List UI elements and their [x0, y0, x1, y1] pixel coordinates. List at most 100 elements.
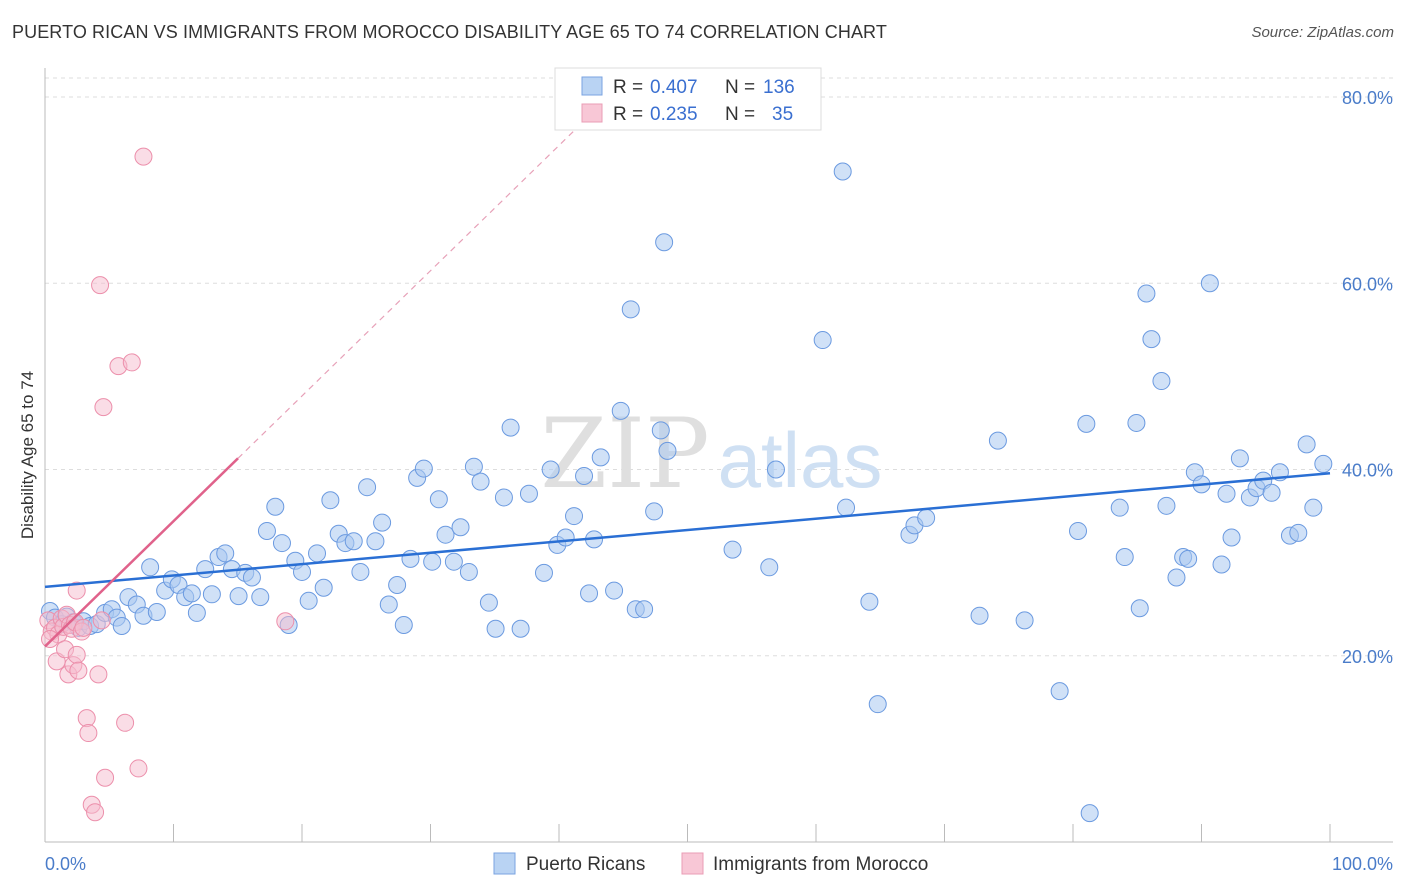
y-axis-label: Disability Age 65 to 74	[18, 371, 37, 539]
puerto-rican-point	[591, 448, 610, 467]
morocco-point	[94, 398, 113, 417]
watermark-atlas: atlas	[718, 416, 883, 504]
puerto-rican-point	[366, 532, 385, 551]
puerto-rican-point	[494, 488, 513, 507]
puerto-rican-point	[760, 558, 779, 577]
watermark: ZIP atlas	[540, 398, 882, 510]
puerto-rican-point	[414, 459, 433, 478]
puerto-rican-point	[344, 532, 363, 551]
puerto-rican-point	[860, 592, 879, 611]
puerto-rican-point	[379, 595, 398, 614]
legend-n-value-2: 35	[772, 104, 793, 125]
puerto-rican-point	[229, 587, 248, 606]
bottom-legend-label-puerto-ricans: Puerto Ricans	[526, 854, 645, 875]
puerto-rican-point	[147, 602, 166, 621]
puerto-rican-point	[541, 460, 560, 479]
bottom-legend-swatch-pink	[681, 852, 704, 875]
puerto-rican-point	[479, 593, 498, 612]
legend-r-value-2: 0.235	[650, 104, 698, 125]
puerto-rican-point	[1015, 611, 1034, 630]
puerto-rican-point	[429, 490, 448, 509]
morocco-points	[39, 147, 295, 822]
puerto-rican-point	[1230, 449, 1249, 468]
puerto-rican-point	[837, 498, 856, 517]
puerto-rican-point	[1212, 555, 1231, 574]
puerto-rican-point	[299, 591, 318, 610]
puerto-rican-point	[766, 460, 785, 479]
legend: R = 0.407 N = 136 R = 0.235 N = 35	[554, 67, 822, 131]
morocco-point	[134, 147, 153, 166]
puerto-rican-point	[813, 331, 832, 350]
puerto-rican-point	[534, 563, 553, 582]
puerto-rican-point	[486, 619, 505, 638]
puerto-rican-point	[358, 478, 377, 497]
puerto-rican-point	[1289, 523, 1308, 542]
puerto-rican-point	[1297, 435, 1316, 454]
puerto-rican-point	[1077, 414, 1096, 433]
morocco-point	[276, 612, 295, 631]
puerto-rican-point	[580, 584, 599, 603]
puerto-rican-trend-line	[44, 471, 1331, 589]
puerto-rican-point	[1262, 483, 1281, 502]
puerto-rican-point	[1152, 372, 1171, 391]
puerto-rican-point	[257, 521, 276, 540]
puerto-rican-point	[658, 441, 677, 460]
puerto-rican-point	[321, 491, 340, 510]
puerto-rican-point	[723, 540, 742, 559]
puerto-rican-point	[196, 560, 215, 579]
puerto-rican-point	[423, 552, 442, 571]
puerto-rican-point	[1137, 284, 1156, 303]
puerto-rican-point	[1304, 498, 1323, 517]
puerto-rican-point	[575, 467, 594, 486]
morocco-point	[96, 768, 115, 787]
puerto-rican-point	[970, 606, 989, 625]
chart-title: PUERTO RICAN VS IMMIGRANTS FROM MOROCCO …	[12, 22, 887, 42]
puerto-rican-point	[464, 457, 483, 476]
puerto-rican-point	[635, 600, 654, 619]
bottom-legend: Puerto Ricans Immigrants from Morocco	[493, 852, 928, 875]
puerto-rican-point	[112, 616, 131, 635]
puerto-rican-point	[1127, 413, 1146, 432]
morocco-point	[69, 661, 88, 680]
puerto-rican-point	[645, 502, 664, 521]
legend-n-label-1: N =	[725, 77, 755, 98]
puerto-rican-point	[833, 162, 852, 181]
puerto-rican-point	[556, 528, 575, 547]
puerto-rican-point	[1179, 549, 1198, 568]
puerto-rican-point	[917, 508, 936, 527]
puerto-rican-point	[436, 525, 455, 544]
legend-r-value-1: 0.407	[650, 77, 698, 98]
legend-n-value-1: 136	[763, 77, 795, 98]
x-tick-label-max: 100.0%	[1332, 854, 1393, 874]
y-tick-label: 40.0%	[1342, 461, 1393, 481]
puerto-rican-point	[1142, 330, 1161, 349]
puerto-rican-point	[251, 588, 270, 607]
y-tick-labels: 20.0% 40.0% 60.0% 80.0%	[1342, 88, 1393, 667]
morocco-point	[74, 618, 93, 637]
puerto-rican-point	[216, 544, 235, 563]
bottom-legend-label-morocco: Immigrants from Morocco	[713, 854, 928, 875]
x-tick-label-min: 0.0%	[45, 854, 86, 874]
legend-r-label-2: R =	[613, 104, 643, 125]
legend-swatch-pink	[581, 103, 603, 123]
puerto-rican-point	[141, 558, 160, 577]
puerto-rican-point	[314, 578, 333, 597]
puerto-rican-point	[1200, 274, 1219, 293]
puerto-rican-point	[868, 695, 887, 714]
y-tick-label: 80.0%	[1342, 88, 1393, 108]
puerto-rican-point	[272, 534, 291, 553]
puerto-rican-point	[1115, 548, 1134, 567]
puerto-rican-point	[394, 616, 413, 635]
puerto-rican-point	[459, 562, 478, 581]
bottom-legend-swatch-blue	[493, 852, 516, 875]
morocco-point	[89, 665, 108, 684]
puerto-rican-point	[1314, 454, 1333, 473]
puerto-rican-point	[1167, 568, 1186, 587]
morocco-trend-line	[44, 457, 239, 648]
morocco-point	[77, 709, 96, 728]
morocco-point	[92, 611, 111, 630]
puerto-rican-point	[471, 472, 490, 491]
morocco-point	[41, 629, 60, 648]
puerto-rican-point	[444, 552, 463, 571]
